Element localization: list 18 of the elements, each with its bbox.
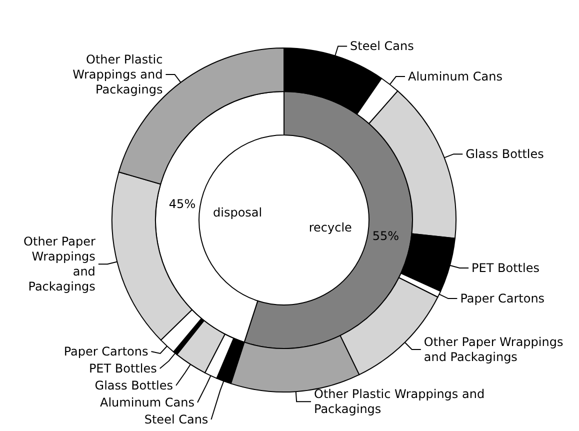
slice-label: recycle xyxy=(308,220,352,234)
slice-label: PET Bottles xyxy=(472,261,540,276)
slice-label: Glass Bottles xyxy=(94,378,174,392)
slice-label: Other Plastic Wrappings and Packagings xyxy=(314,387,485,416)
slice-label: PET Bottles xyxy=(88,362,157,376)
slice-label: Paper Cartons xyxy=(64,344,148,358)
slice-label: Aluminum Cans xyxy=(100,396,195,410)
slice-label: Other Plastic Wrappings and Packagings xyxy=(72,52,163,96)
slice-label: Glass Bottles xyxy=(466,147,544,162)
slice-label: Aluminum Cans xyxy=(408,70,502,84)
slice-label: Paper Cartons xyxy=(460,292,545,306)
data-label: 55% xyxy=(372,229,400,244)
slice-label: disposal xyxy=(213,206,262,220)
slice-label: Other Paper Wrappings and Packagings xyxy=(424,335,564,364)
slice-label: Steel Cans xyxy=(144,412,208,426)
data-label: 45% xyxy=(168,196,196,211)
slice-label: Other Paper Wrappings and Packagings xyxy=(24,234,96,294)
slice-label: Steel Cans xyxy=(350,39,414,54)
